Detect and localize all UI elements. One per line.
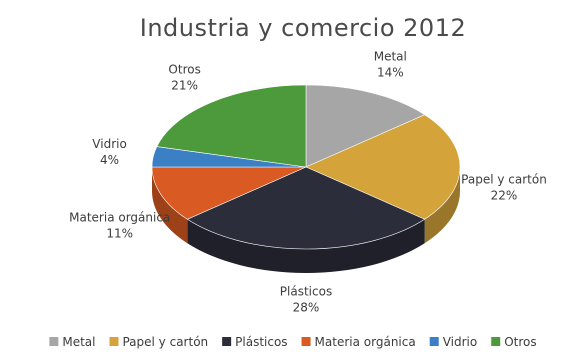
data-label-value-plasticos: 28% bbox=[293, 301, 320, 315]
data-label-value-papel-y-carton: 22% bbox=[491, 189, 518, 203]
chart-title: Industria y comercio 2012 bbox=[140, 14, 466, 42]
legend-item-materia-organica: Materia orgánica bbox=[301, 335, 416, 349]
legend-swatch-plasticos bbox=[222, 337, 232, 346]
data-label-name-plasticos: Plásticos bbox=[280, 285, 332, 299]
legend-item-plasticos: Plásticos bbox=[222, 335, 288, 349]
data-label-value-metal: 14% bbox=[377, 66, 404, 80]
legend-swatch-otros bbox=[491, 337, 501, 346]
legend-item-vidrio: Vidrio bbox=[429, 335, 478, 349]
legend-swatch-papel-y-carton bbox=[109, 337, 119, 346]
data-label-value-vidrio: 4% bbox=[100, 153, 119, 167]
legend-label-metal: Metal bbox=[62, 335, 95, 349]
pie-side-plasticos bbox=[187, 219, 425, 273]
legend-label-vidrio: Vidrio bbox=[443, 335, 478, 349]
legend-label-plasticos: Plásticos bbox=[235, 335, 287, 349]
pie-slice-metal bbox=[305, 84, 426, 168]
pie-labels: Metal 14% Papel y cartón 22% Plásticos 28% Mat… bbox=[69, 50, 547, 315]
data-label-name-vidrio: Vidrio bbox=[92, 137, 127, 151]
data-label-value-materia-organica: 11% bbox=[106, 227, 133, 241]
data-label-name-otros: Otros bbox=[168, 63, 200, 77]
legend-item-papel-y-carton: Papel y cartón bbox=[109, 335, 208, 349]
legend-item-metal: Metal bbox=[49, 335, 95, 349]
legend-swatch-vidrio bbox=[429, 337, 439, 346]
legend-label-papel-y-carton: Papel y cartón bbox=[122, 335, 208, 349]
legend-swatch-materia-organica bbox=[301, 337, 311, 346]
legend-label-materia-organica: Materia orgánica bbox=[315, 335, 416, 349]
legend-swatch-metal bbox=[49, 337, 59, 346]
pie-sides bbox=[152, 167, 461, 273]
data-label-value-otros: 21% bbox=[171, 79, 198, 93]
data-label-name-papel-y-carton: Papel y cartón bbox=[461, 173, 547, 187]
pie-slice-materia-organica bbox=[151, 166, 307, 220]
pie-side-papel-y-carton bbox=[424, 167, 461, 244]
legend: Metal Papel y cartón Plásticos Materia orgá… bbox=[49, 335, 537, 349]
legend-label-otros: Otros bbox=[504, 335, 536, 349]
pie-slice-otros bbox=[156, 84, 307, 168]
pie-slice-papel-y-carton bbox=[305, 114, 461, 220]
legend-item-otros: Otros bbox=[491, 335, 537, 349]
pie-side-materia-organica bbox=[152, 167, 188, 244]
data-label-name-materia-organica: Materia orgánica bbox=[69, 211, 170, 225]
pie-slice-plasticos bbox=[186, 166, 426, 250]
pie-top bbox=[151, 84, 461, 250]
data-label-name-metal: Metal bbox=[374, 50, 407, 64]
